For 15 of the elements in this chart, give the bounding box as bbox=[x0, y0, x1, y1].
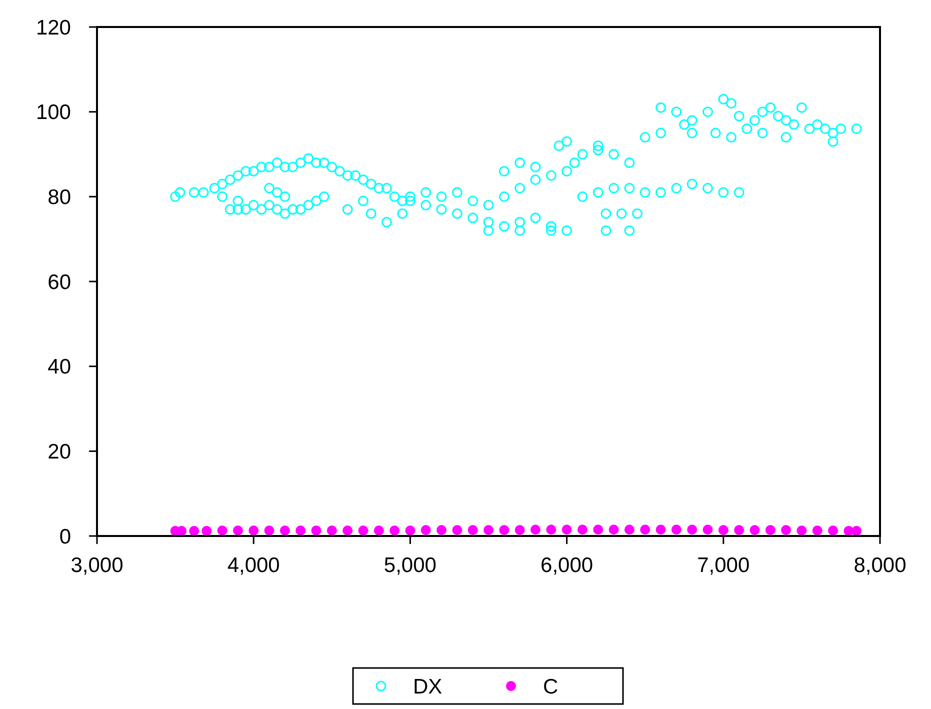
legend-label: DX bbox=[413, 675, 442, 698]
legend-label: C bbox=[543, 675, 558, 698]
y-tick-label: 120 bbox=[36, 16, 71, 40]
x-tick-label: 7,000 bbox=[697, 554, 750, 577]
y-tick-label: 0 bbox=[59, 525, 71, 548]
x-tick-label: 6,000 bbox=[540, 554, 594, 577]
y-tick-label: 20 bbox=[48, 440, 71, 464]
y-tick-label: 100 bbox=[36, 101, 71, 124]
y-tick-label: 60 bbox=[48, 270, 71, 294]
x-tick-label: 3,000 bbox=[70, 554, 124, 577]
y-tick-label: 80 bbox=[48, 186, 71, 210]
x-tick-label: 8,000 bbox=[854, 554, 906, 577]
y-tick-label: 40 bbox=[48, 356, 71, 379]
x-tick-label: 4,000 bbox=[227, 554, 280, 577]
x-tick-label: 5,000 bbox=[384, 554, 436, 577]
